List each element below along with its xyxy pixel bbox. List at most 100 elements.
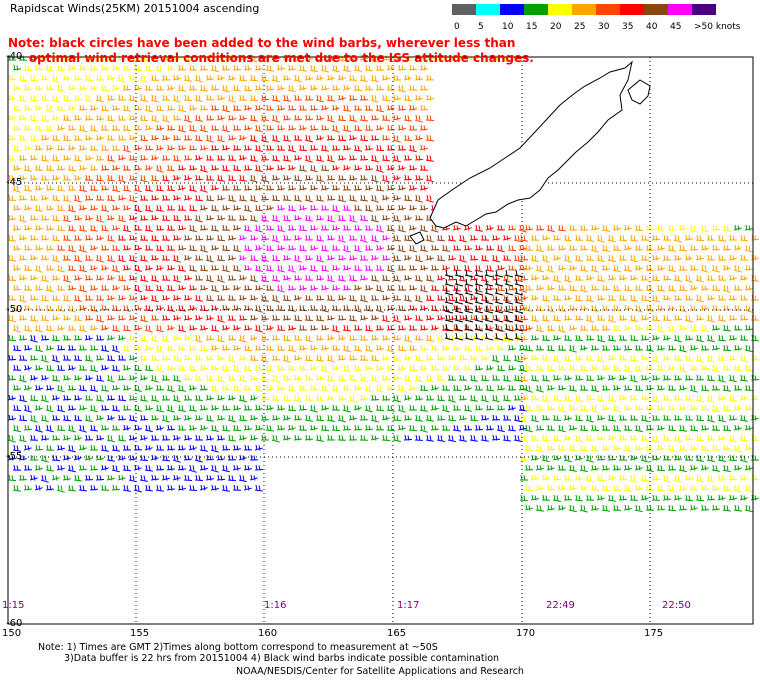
time-label: 22:49	[546, 600, 575, 611]
wind-barb	[89, 324, 98, 331]
wind-barb	[45, 384, 54, 391]
wind-barb	[128, 314, 137, 321]
contaminated-wind-barb	[504, 296, 514, 305]
wind-barb	[249, 274, 258, 283]
wind-barb	[414, 254, 423, 263]
wind-barb	[260, 94, 270, 101]
wind-barb	[623, 384, 633, 391]
wind-barb	[29, 94, 39, 102]
wind-barb	[84, 254, 94, 261]
wind-barb	[425, 94, 434, 101]
time-label: 1:17	[397, 600, 420, 611]
wind-barb	[634, 384, 644, 391]
wind-barb	[585, 354, 595, 361]
wind-barb	[485, 344, 494, 351]
wind-barb	[315, 134, 324, 141]
wind-barb	[348, 74, 358, 81]
wind-barb	[469, 414, 479, 422]
wind-barb	[7, 374, 17, 381]
wind-barb	[695, 334, 704, 343]
wind-barb	[40, 254, 49, 261]
wind-barb	[276, 264, 285, 273]
wind-barb	[320, 284, 329, 291]
wind-barb	[667, 284, 676, 292]
wind-barb	[111, 104, 120, 111]
wind-barb	[579, 424, 589, 431]
wind-barb	[419, 84, 429, 91]
wind-barb	[673, 494, 682, 501]
wind-barb	[386, 224, 395, 232]
wind-barb	[667, 264, 676, 272]
wind-barb	[634, 264, 643, 271]
wind-barb	[144, 424, 153, 433]
wind-barb	[309, 144, 319, 151]
wind-barb	[106, 334, 115, 341]
wind-barb	[298, 244, 307, 252]
wind-barb	[304, 354, 313, 362]
wind-barb	[177, 304, 186, 312]
contaminated-wind-barb	[464, 287, 474, 296]
wind-barb	[243, 324, 252, 331]
wind-barb	[12, 84, 21, 91]
wind-barb	[216, 274, 225, 283]
wind-barb	[331, 284, 340, 291]
wind-barb	[381, 134, 390, 141]
time-label: 1:15	[2, 600, 25, 611]
wind-barb	[414, 74, 423, 81]
wind-barb	[645, 284, 654, 292]
wind-barb	[503, 414, 511, 421]
wind-barb	[205, 234, 214, 241]
wind-barb	[161, 374, 171, 381]
wind-barb	[89, 264, 98, 271]
wind-barb	[656, 424, 665, 431]
wind-barb	[265, 204, 274, 211]
wind-barb	[414, 334, 424, 341]
wind-barb	[45, 264, 55, 271]
wind-barb	[711, 324, 720, 331]
wind-barb	[304, 254, 313, 261]
wind-barb	[364, 164, 373, 171]
wind-barb	[403, 274, 412, 281]
wind-barb	[342, 324, 351, 332]
wind-barb	[678, 304, 687, 313]
wind-barb	[629, 274, 638, 281]
wind-barb	[535, 464, 544, 471]
wind-barb	[155, 464, 165, 471]
wind-barb	[612, 224, 621, 231]
wind-barb	[216, 174, 225, 182]
wind-barb	[507, 404, 516, 411]
wind-barb	[447, 374, 457, 381]
time-label: 1:16	[264, 600, 287, 611]
wind-barb	[7, 234, 16, 242]
wind-barb	[447, 234, 456, 242]
wind-barb	[364, 124, 374, 131]
wind-barb	[62, 74, 71, 81]
wind-barb	[254, 224, 263, 233]
wind-barb	[51, 94, 60, 103]
wind-barb	[309, 344, 318, 351]
wind-barb	[221, 204, 230, 211]
wind-barb	[227, 314, 237, 321]
wind-barb	[155, 184, 164, 192]
wind-barb	[205, 374, 215, 381]
wind-barb	[221, 84, 230, 93]
wind-barb	[612, 464, 621, 471]
wind-barb	[673, 274, 682, 282]
wind-barb	[425, 234, 434, 243]
wind-barb	[711, 404, 720, 413]
wind-barb	[601, 444, 610, 451]
wind-barb	[205, 334, 215, 341]
wind-barb	[563, 254, 572, 263]
longitude-label: 170	[516, 628, 536, 639]
wind-barb	[40, 114, 49, 123]
wind-barb	[623, 444, 632, 452]
wind-barb	[304, 134, 313, 143]
contaminated-wind-barb	[504, 287, 514, 296]
wind-barb	[238, 334, 247, 343]
wind-barb	[172, 274, 181, 283]
wind-barb	[243, 304, 252, 311]
wind-barb	[144, 64, 154, 72]
wind-barb	[475, 384, 483, 391]
wind-barb	[12, 224, 21, 231]
wind-barb	[260, 394, 270, 401]
